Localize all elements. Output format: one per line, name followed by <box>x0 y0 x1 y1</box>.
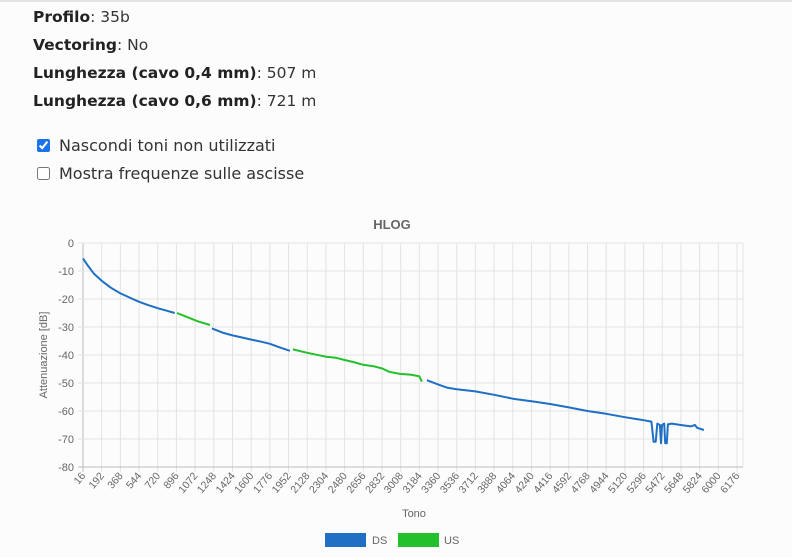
info-length-04: Lunghezza (cavo 0,4 mm): 507 m <box>33 64 317 82</box>
x-tick-label: 4768 <box>569 470 593 496</box>
legend-label-us: US <box>444 535 459 547</box>
info-profile: Profilo: 35b <box>33 8 130 26</box>
x-tick-label: 3536 <box>438 470 462 496</box>
x-tick-label: 3008 <box>382 470 406 496</box>
x-tick-label: 4064 <box>494 470 518 496</box>
x-tick-label: 5824 <box>681 470 705 496</box>
show-frequencies-option[interactable]: Mostra frequenze sulle ascisse <box>37 164 304 183</box>
x-tick-label: 2128 <box>288 470 312 496</box>
y-tick-label: 0 <box>68 238 74 250</box>
x-tick-label: 3360 <box>419 470 443 496</box>
x-tick-label: 368 <box>105 470 126 491</box>
hide-unused-tones-option[interactable]: Nascondi toni non utilizzati <box>37 136 275 155</box>
x-tick-label: 1952 <box>270 470 294 496</box>
y-tick-label: -10 <box>58 266 74 278</box>
x-tick-label: 1776 <box>251 470 275 496</box>
series-line-us <box>176 312 211 326</box>
x-tick-label: 1424 <box>214 470 238 496</box>
chart-title: HLOG <box>373 217 411 232</box>
x-tick-label: 2480 <box>326 470 350 496</box>
checkbox-label: Nascondi toni non utilizzati <box>59 136 276 155</box>
y-tick-label: -20 <box>58 294 74 306</box>
series-line-ds <box>211 327 291 352</box>
x-tick-label: 5472 <box>643 470 667 496</box>
x-tick-label: 4944 <box>587 470 611 496</box>
x-axis-label: Tono <box>402 508 426 520</box>
x-tick-label: 5648 <box>662 470 686 496</box>
series-line-us <box>292 348 423 383</box>
x-tick-label: 4240 <box>513 470 537 496</box>
x-tick-label: 1600 <box>232 470 256 496</box>
x-tick-label: 5120 <box>606 470 630 496</box>
x-tick-label: 3888 <box>475 470 499 496</box>
y-tick-label: -50 <box>58 378 74 390</box>
x-tick-label: 544 <box>124 470 145 491</box>
info-label: Vectoring <box>33 36 117 54</box>
info-value: 721 m <box>266 92 317 110</box>
x-tick-label: 6000 <box>699 470 723 496</box>
x-tick-label: 2832 <box>363 470 387 496</box>
y-tick-label: -80 <box>58 462 74 474</box>
hide-unused-tones-checkbox[interactable] <box>37 139 50 152</box>
x-tick-label: 4592 <box>550 470 574 496</box>
y-axis-label: Attenuazione [dB] <box>38 312 50 399</box>
checkbox-label: Mostra frequenze sulle ascisse <box>59 164 305 183</box>
info-label: Profilo <box>33 8 91 26</box>
x-tick-label: 6176 <box>718 470 742 496</box>
y-tick-label: -40 <box>58 350 74 362</box>
legend-label-ds: DS <box>372 535 387 547</box>
info-length-06: Lunghezza (cavo 0,6 mm): 721 m <box>33 92 317 110</box>
x-tick-label: 192 <box>87 470 108 491</box>
x-tick-label: 3184 <box>400 470 424 496</box>
legend-swatch-us <box>398 533 439 547</box>
x-tick-label: 3712 <box>456 470 480 496</box>
legend-swatch-ds <box>325 533 366 547</box>
info-value: 507 m <box>266 64 317 82</box>
x-tick-label: 5296 <box>625 470 649 496</box>
y-tick-label: -70 <box>58 434 74 446</box>
x-tick-label: 2304 <box>307 470 331 496</box>
info-label: Lunghezza (cavo 0,4 mm) <box>33 64 257 82</box>
info-vectoring: Vectoring: No <box>33 36 149 54</box>
x-tick-label: 2656 <box>344 470 368 496</box>
series-line-ds <box>82 257 175 314</box>
y-tick-label: -60 <box>58 406 74 418</box>
x-tick-label: 1248 <box>195 470 219 496</box>
y-tick-label: -30 <box>58 322 74 334</box>
x-tick-label: 720 <box>143 470 164 491</box>
show-frequencies-checkbox[interactable] <box>37 167 50 180</box>
legend-item-us[interactable]: US <box>398 533 459 547</box>
x-tick-label: 4416 <box>531 470 555 496</box>
info-value: No <box>127 36 149 54</box>
x-tick-label: 1072 <box>176 470 200 496</box>
series-line-ds <box>426 379 705 445</box>
info-value: 35b <box>100 8 130 26</box>
legend-item-ds[interactable]: DS <box>325 533 387 547</box>
info-label: Lunghezza (cavo 0,6 mm) <box>33 92 257 110</box>
